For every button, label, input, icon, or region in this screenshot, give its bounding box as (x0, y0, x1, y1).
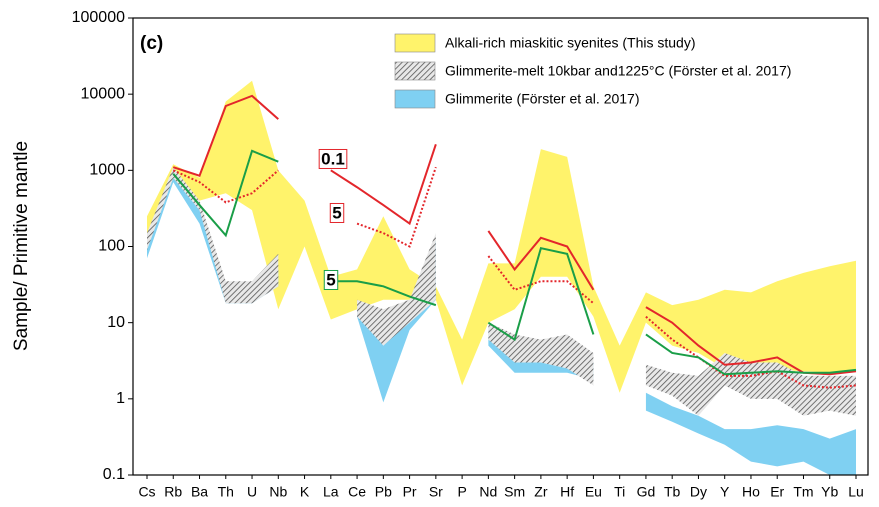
x-tick-label: P (457, 484, 466, 500)
x-tick-label: Pb (375, 484, 392, 500)
x-tick-label: Er (770, 484, 784, 500)
x-tick-label: Dy (690, 484, 707, 500)
y-tick-label: 10000 (81, 85, 126, 102)
x-tick-label: Th (218, 484, 234, 500)
panel-label: (c) (140, 33, 163, 54)
legend-label: Glimmerite (Förster et al. 2017) (445, 91, 640, 107)
x-tick-label: K (300, 484, 310, 500)
y-tick-label: 1000 (89, 162, 125, 179)
legend: Alkali-rich miaskitic syenites (This stu… (394, 33, 791, 109)
y-tick-label: 1 (116, 390, 125, 407)
x-tick-label: Cs (138, 484, 155, 500)
range-band (357, 240, 436, 403)
range-band (357, 233, 436, 346)
x-tick-label: La (323, 484, 339, 500)
range-band (147, 80, 856, 393)
line (172, 169, 279, 204)
line (330, 280, 437, 307)
legend-swatch (394, 61, 436, 81)
range-band (645, 352, 856, 416)
x-tick-label: Rb (164, 484, 182, 500)
line-label: 5 (326, 270, 335, 289)
x-tick-label: Tm (793, 484, 813, 500)
line (645, 333, 857, 376)
line (487, 247, 595, 342)
x-tick-label: Lu (848, 484, 864, 500)
y-tick-label: 100000 (72, 9, 125, 26)
legend-swatch (394, 89, 436, 109)
legend-label: Glimmerite-melt 10kbar and1225°C (Förste… (445, 63, 791, 79)
x-tick-label: Ba (191, 484, 208, 500)
line (487, 230, 595, 291)
line (172, 94, 279, 177)
y-axis-title: Sample/ Primitive mantle (11, 141, 32, 351)
x-tick-label: Nd (479, 484, 497, 500)
line-label: 5 (332, 203, 341, 222)
x-tick-label: U (247, 484, 257, 500)
y-tick-label: 10 (107, 314, 125, 331)
x-tick-label: Eu (585, 484, 602, 500)
x-tick-label: Zr (534, 484, 548, 500)
line (330, 143, 437, 226)
x-tick-label: Tb (664, 484, 681, 500)
x-tick-label: Sr (429, 484, 443, 500)
legend-label: Alkali-rich miaskitic syenites (This stu… (445, 35, 696, 51)
range-band (147, 167, 279, 304)
line (487, 255, 595, 304)
x-tick-label: Ce (348, 484, 366, 500)
line-label-box (318, 148, 348, 169)
line-label: 0.1 (321, 149, 345, 168)
line (645, 306, 857, 376)
y-tick-label: 100 (98, 238, 125, 255)
line (356, 166, 437, 248)
legend-swatch (394, 33, 436, 53)
x-tick-label: Y (720, 484, 730, 500)
line (645, 315, 857, 389)
line-label-box (329, 202, 345, 223)
plot-frame (132, 17, 869, 476)
x-tick-label: Nb (269, 484, 287, 500)
x-tick-label: Hf (560, 484, 574, 500)
y-tick-label: 0.1 (103, 466, 125, 483)
x-tick-label: Ho (742, 484, 760, 500)
x-tick-label: Sm (504, 484, 525, 500)
x-tick-label: Ti (614, 484, 625, 500)
plot-area (147, 80, 857, 475)
x-tick-label: Gd (637, 484, 656, 500)
line-label-box (323, 269, 339, 290)
line (172, 149, 279, 238)
x-tick-label: Pr (403, 484, 417, 500)
range-band (645, 392, 856, 475)
x-tick-label: Yb (821, 484, 838, 500)
